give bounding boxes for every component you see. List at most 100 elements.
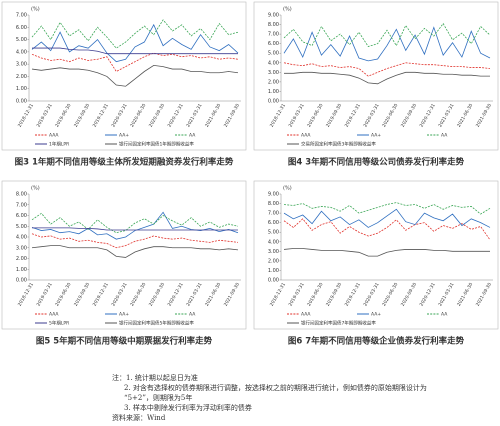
y-tick-label: 0.00 bbox=[16, 278, 27, 284]
x-tick-label: 2019-06-30 bbox=[54, 103, 72, 129]
series-line bbox=[283, 62, 491, 77]
x-tick-label: 2019-09-30 bbox=[73, 103, 91, 129]
y-tick-label: 1.00 bbox=[16, 86, 27, 92]
y-tick-label: 6.00 bbox=[268, 220, 279, 226]
series-line bbox=[32, 47, 238, 55]
x-tick-label: 2019-09-30 bbox=[325, 282, 343, 308]
y-tick-label: 9.00 bbox=[268, 13, 279, 19]
x-tick-label: 2019-12-31 bbox=[92, 103, 110, 129]
y-tick-label: 7.00 bbox=[16, 13, 27, 19]
x-tick-label: 2021-03-31 bbox=[185, 282, 203, 308]
x-tick-label: 2020-12-31 bbox=[419, 103, 437, 129]
x-tick-label: 2021-06-30 bbox=[204, 282, 222, 308]
chart-frame bbox=[1, 1, 247, 151]
series-line bbox=[31, 212, 239, 234]
x-tick-label: 2021-03-31 bbox=[437, 103, 455, 129]
x-tick-label: 2020-03-31 bbox=[110, 282, 128, 308]
legend-label: AA+ bbox=[119, 133, 129, 139]
x-tick-label: 2018-12-31 bbox=[269, 103, 287, 129]
x-tick-label: 2019-12-31 bbox=[344, 103, 362, 129]
x-tick-label: 2019-03-31 bbox=[35, 103, 53, 129]
series-line bbox=[31, 233, 239, 249]
y-tick-label: 5.00 bbox=[268, 51, 279, 57]
x-tick-label: 2021-09-30 bbox=[475, 282, 493, 308]
y-tick-label: 0.00 bbox=[268, 278, 279, 284]
chart-frame bbox=[1, 180, 247, 330]
x-tick-label: 2020-06-30 bbox=[129, 282, 147, 308]
x-tick-label: 2020-06-30 bbox=[381, 282, 399, 308]
y-tick-label: 3.00 bbox=[268, 70, 279, 76]
x-tick-label: 2019-06-30 bbox=[306, 103, 324, 129]
y-axis-label: (%) bbox=[31, 7, 40, 13]
y-tick-label: 5.00 bbox=[16, 224, 27, 230]
y-tick-label: 6.00 bbox=[16, 25, 27, 31]
x-tick-label: 2020-09-30 bbox=[148, 103, 166, 129]
legend-label: AA bbox=[189, 312, 196, 318]
legend-label: AA bbox=[441, 312, 448, 318]
x-tick-label: 2019-03-31 bbox=[35, 282, 53, 308]
y-axis-label: (%) bbox=[283, 186, 292, 192]
y-tick-label: 8.00 bbox=[268, 22, 279, 28]
y-tick-label: 7.00 bbox=[16, 202, 27, 208]
note: 3. 样本中剔除发行利率为浮动利率的债券 bbox=[124, 403, 252, 412]
y-tick-label: 4.00 bbox=[268, 239, 279, 245]
y-axis-label: (%) bbox=[283, 7, 292, 13]
legend-label: AAA bbox=[301, 133, 311, 139]
x-tick-label: 2020-03-31 bbox=[362, 103, 380, 129]
series-line bbox=[31, 52, 239, 73]
y-tick-label: 6.00 bbox=[16, 213, 27, 219]
x-tick-label: 2019-09-30 bbox=[325, 103, 343, 129]
series-line bbox=[32, 227, 238, 231]
series-line bbox=[283, 248, 490, 257]
legend-label: 交易所固定利率国债3年期即期收益率 bbox=[301, 141, 376, 148]
y-tick-label: 3.00 bbox=[268, 249, 279, 255]
x-tick-label: 2019-12-31 bbox=[344, 282, 362, 308]
x-tick-label: 2019-06-30 bbox=[306, 282, 324, 308]
series-line bbox=[283, 26, 491, 62]
series-line bbox=[31, 19, 239, 49]
chart-frame bbox=[253, 180, 499, 330]
y-tick-label: 6.00 bbox=[268, 41, 279, 47]
x-tick-label: 2021-09-30 bbox=[223, 282, 241, 308]
y-tick-label: 1.00 bbox=[16, 267, 27, 273]
x-tick-label: 2019-03-31 bbox=[287, 103, 305, 129]
y-tick-label: 7.00 bbox=[268, 211, 279, 217]
y-axis-label: (%) bbox=[31, 186, 40, 192]
x-tick-label: 2020-03-31 bbox=[362, 282, 380, 308]
y-tick-label: 0.00 bbox=[268, 99, 279, 105]
series-line bbox=[283, 22, 491, 48]
x-tick-label: 2019-09-30 bbox=[73, 282, 91, 308]
x-tick-label: 2021-03-31 bbox=[437, 282, 455, 308]
legend-label: AA+ bbox=[119, 312, 129, 318]
x-tick-label: 2020-06-30 bbox=[129, 103, 147, 129]
y-tick-label: 2.00 bbox=[16, 256, 27, 262]
chart-caption: 图5 5年期不同信用等级中期票据发行利率走势 bbox=[36, 336, 213, 347]
x-tick-label: 2020-12-31 bbox=[167, 103, 185, 129]
series-line bbox=[31, 23, 239, 63]
series-line bbox=[31, 211, 239, 240]
note: 2. 对含有选择权的债券期限进行调整，按选择权之前的期限进行统计，例如债券的原始… bbox=[124, 383, 427, 392]
legend-label: 5年期LPR bbox=[49, 320, 69, 327]
y-tick-label: 2.00 bbox=[268, 79, 279, 85]
series-line bbox=[283, 218, 491, 241]
y-tick-label: 4.00 bbox=[16, 49, 27, 55]
x-tick-label: 2020-09-30 bbox=[400, 282, 418, 308]
x-tick-label: 2019-12-31 bbox=[92, 282, 110, 308]
x-tick-label: 2020-06-30 bbox=[381, 103, 399, 129]
legend-label: AA+ bbox=[371, 312, 381, 318]
legend-label: AA bbox=[441, 133, 448, 139]
x-tick-label: 2018-12-31 bbox=[17, 282, 35, 308]
y-tick-label: 9.00 bbox=[268, 192, 279, 198]
x-tick-label: 2021-09-30 bbox=[475, 103, 493, 129]
legend-label: 银行间固定利率国债7年期即期收益率 bbox=[301, 320, 376, 327]
x-tick-label: 2021-09-30 bbox=[223, 103, 241, 129]
x-tick-label: 2021-06-30 bbox=[456, 103, 474, 129]
x-tick-label: 2020-09-30 bbox=[400, 103, 418, 129]
legend-label: AAA bbox=[49, 312, 59, 318]
note: 注：1. 统计期以起息日为准 bbox=[112, 373, 198, 382]
x-tick-label: 2018-12-31 bbox=[17, 103, 35, 129]
series-line bbox=[284, 71, 490, 85]
series-line bbox=[31, 64, 239, 87]
x-tick-label: 2021-03-31 bbox=[185, 103, 203, 129]
